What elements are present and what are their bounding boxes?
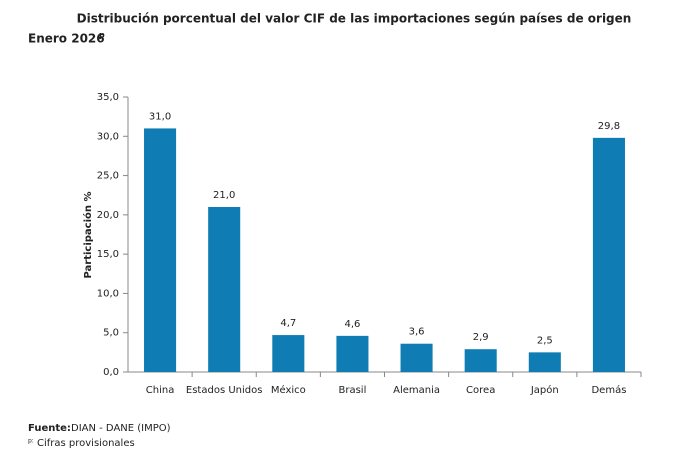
y-tick-label: 20,0 <box>97 210 119 221</box>
value-label: 29,8 <box>598 121 620 132</box>
bar <box>336 335 369 372</box>
value-label: 4,6 <box>344 319 360 330</box>
x-tick-label: Estados Unidos <box>186 385 263 396</box>
y-tick-label: 30,0 <box>97 131 119 142</box>
y-tick-label: 35,0 <box>97 92 119 103</box>
x-tick-label: China <box>146 385 175 396</box>
bar <box>208 207 241 372</box>
bar <box>528 352 561 372</box>
y-tick-label: 0,0 <box>103 367 119 378</box>
source-label: Fuente: <box>28 423 71 434</box>
bar <box>400 343 433 372</box>
bar <box>144 128 177 372</box>
x-tick-label: Japón <box>530 384 559 396</box>
y-tick-label: 10,0 <box>97 288 119 299</box>
source: DIAN - DANE (IMPO) <box>71 423 171 434</box>
value-label: 31,0 <box>149 111 171 122</box>
y-tick-label: 25,0 <box>97 171 119 182</box>
x-tick-label: Demás <box>591 384 626 396</box>
note: Cifras provisionales <box>37 438 135 449</box>
value-label: 4,7 <box>280 318 296 329</box>
x-tick-label: Alemania <box>393 385 440 396</box>
y-tick-label: 5,0 <box>103 328 119 339</box>
note-marker: p: <box>28 438 34 445</box>
chart-title: Distribución porcentual del valor CIF de… <box>77 12 632 26</box>
value-label: 2,9 <box>473 332 489 343</box>
y-axis-label: Participación % <box>82 191 94 278</box>
chart-subtitle: Enero 2026 <box>28 32 105 46</box>
y-tick-label: 15,0 <box>97 249 119 260</box>
bar <box>592 137 625 372</box>
value-label: 21,0 <box>213 190 235 201</box>
subtitle-superscript: p <box>99 31 105 40</box>
value-label: 2,5 <box>537 335 553 346</box>
bar <box>272 335 305 372</box>
x-tick-label: Corea <box>466 385 495 396</box>
value-label: 3,6 <box>409 327 425 338</box>
bar <box>464 349 497 372</box>
x-tick-label: México <box>271 384 306 396</box>
x-tick-label: Brasil <box>339 385 367 396</box>
